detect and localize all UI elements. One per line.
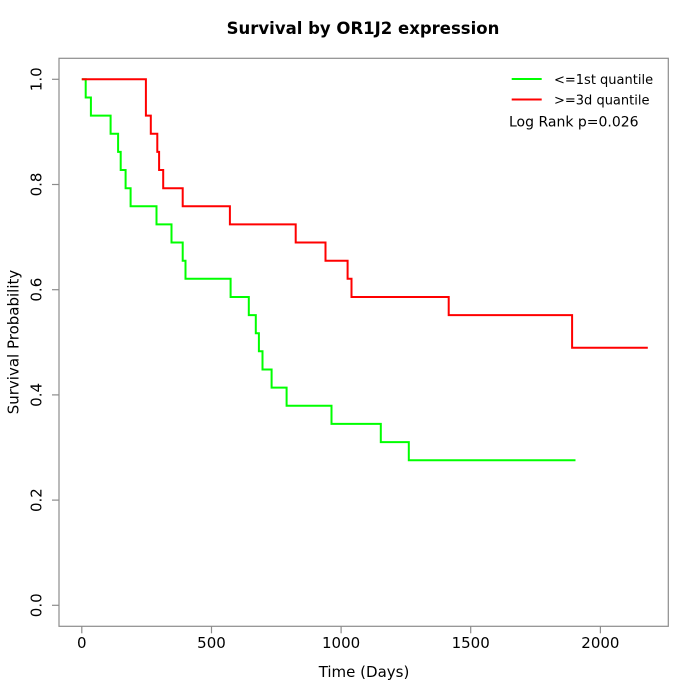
x-tick-label: 0 <box>77 634 87 652</box>
y-tick-label: 0.8 <box>28 173 46 197</box>
km-curve-low-quantile <box>81 78 576 462</box>
y-tick-label: 0.4 <box>28 383 46 407</box>
km-curve-high-quantile <box>81 78 648 349</box>
legend-label-low-quantile: <=1st quantile <box>554 73 653 88</box>
legend: <=1st quantile >=3d quantile Log Rank p=… <box>509 73 653 131</box>
plot-box <box>58 57 669 627</box>
axes-layer: 0 500 1000 1500 2000 0.0 0.2 0.4 0.6 0.8 1.0 <box>28 57 669 652</box>
x-tick-label: 2000 <box>581 634 619 652</box>
logrank-annotation: Log Rank p=0.026 <box>509 115 639 131</box>
x-axis-label: Time (Days) <box>318 663 410 681</box>
y-tick-label: 0.2 <box>28 488 46 512</box>
x-tick-label: 1000 <box>322 634 360 652</box>
chart-title: Survival by OR1J2 expression <box>227 19 500 38</box>
y-tick-label: 0.6 <box>28 278 46 302</box>
x-tick-label: 500 <box>197 634 226 652</box>
y-axis-label: Survival Probability <box>5 270 23 415</box>
x-tick-label: 1500 <box>452 634 490 652</box>
legend-label-high-quantile: >=3d quantile <box>554 94 649 109</box>
y-tick-label: 1.0 <box>28 67 46 91</box>
curves-layer <box>81 78 648 462</box>
y-tick-label: 0.0 <box>28 593 46 617</box>
